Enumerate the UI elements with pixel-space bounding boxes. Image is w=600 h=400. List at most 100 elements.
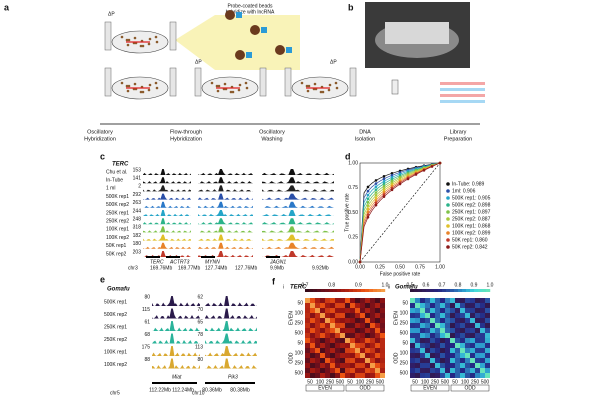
legend-entry: 250K rep2: 0.887 (452, 216, 491, 222)
heatmap-cell (335, 373, 340, 378)
bead (155, 40, 159, 44)
y-tick-label: 500 (295, 370, 304, 376)
heatmap-cell (480, 343, 485, 348)
heatmap-cell (315, 358, 320, 363)
gene-model (201, 256, 215, 258)
step-label: Preparation (444, 136, 472, 142)
heatmap-cell (350, 343, 355, 348)
gene-model (166, 256, 180, 258)
heatmap-cell (345, 323, 350, 328)
heatmap-cell (335, 323, 340, 328)
heatmap-cell (335, 313, 340, 318)
heatmap-cell (320, 343, 325, 348)
heatmap-cell (435, 373, 440, 378)
heatmap-cell (370, 358, 375, 363)
heatmap-cell (315, 368, 320, 373)
rna (286, 47, 292, 53)
heatmap-cell (340, 343, 345, 348)
bead (120, 81, 124, 85)
bead (313, 82, 317, 86)
coordinate: 112.24Mb (172, 387, 194, 393)
step-label: Library (450, 129, 467, 135)
heatmap-cell (380, 298, 385, 303)
track-scale: 68 (144, 332, 150, 338)
heatmap-cell (365, 368, 370, 373)
heatmap-cell (350, 303, 355, 308)
heatmap-cell (350, 363, 355, 368)
legend-swatch (446, 203, 450, 207)
heatmap-cell (470, 308, 475, 313)
heatmap-cell (480, 363, 485, 368)
heatmap-cell (330, 313, 335, 318)
heatmap-cell (365, 303, 370, 308)
heatmap-cell (460, 318, 465, 323)
heatmap-cell (425, 373, 430, 378)
roc-curve (359, 162, 441, 263)
y-tick-label: 250 (400, 360, 409, 366)
x-tick-label: 250 (431, 379, 440, 385)
heatmap-cell (370, 333, 375, 338)
heatmap-cell (455, 308, 460, 313)
colorbar-tick: 0.7 (302, 282, 309, 288)
heatmap-cell (375, 328, 380, 333)
heatmap-cell (375, 363, 380, 368)
heatmap-cell (410, 338, 415, 343)
y-tick-label: 100 (400, 350, 409, 356)
heatmap-cell (350, 323, 355, 328)
heatmap-cell (340, 333, 345, 338)
coverage-track (205, 333, 257, 344)
heatmap-cell (450, 333, 455, 338)
heatmap-cell (435, 358, 440, 363)
heatmap-cell (440, 363, 445, 368)
heatmap-cell (455, 358, 460, 363)
heatmap-cell (365, 373, 370, 378)
subpanel-index: i (283, 284, 284, 290)
y-tick-label: 250 (295, 360, 304, 366)
heatmap-cell (460, 358, 465, 363)
heatmap-cell (480, 373, 485, 378)
heatmap-cell (485, 313, 490, 318)
heatmap-cell (475, 338, 480, 343)
heatmap-cell (475, 363, 480, 368)
heatmap-cell (445, 348, 450, 353)
track-scale: 244 (133, 208, 142, 214)
coverage-track (205, 321, 257, 331)
heatmap-cell (380, 373, 385, 378)
colorbar (426, 289, 431, 292)
heatmap-cell (325, 348, 330, 353)
legend-entry: 500K rep1: 0.905 (452, 195, 491, 201)
x-tick-label: 500 (441, 379, 450, 385)
heatmap-cell (325, 363, 330, 368)
heatmap-cell (420, 373, 425, 378)
heatmap-cell (455, 353, 460, 358)
heatmap-cell (485, 343, 490, 348)
heatmap-cell (310, 298, 315, 303)
heatmap-cell (445, 353, 450, 358)
heatmap-cell (425, 338, 430, 343)
bead (141, 90, 145, 94)
heatmap-cell (465, 343, 470, 348)
heatmap-cell (325, 338, 330, 343)
heatmap-cell (460, 373, 465, 378)
coverage-track (143, 210, 191, 216)
heatmap-cell (440, 338, 445, 343)
bead (155, 86, 159, 90)
heatmap-cell (330, 328, 335, 333)
heatmap-cell (480, 358, 485, 363)
y-tick-label: 1.00 (348, 160, 358, 166)
roc-curve (359, 162, 441, 263)
coverage-track (143, 193, 191, 200)
legend-swatch (446, 224, 450, 228)
heatmap-cell (310, 363, 315, 368)
dna-tube (391, 79, 399, 95)
library-read (440, 88, 485, 91)
heatmap-cell (445, 313, 450, 318)
heatmap-cell (465, 368, 470, 373)
heatmap-cell (450, 328, 455, 333)
chromosome: chr10 (192, 390, 205, 396)
heatmap-cell (335, 363, 340, 368)
heatmap-cell (430, 323, 435, 328)
group-label: ODD (393, 352, 399, 364)
coverage-track (262, 210, 334, 216)
heatmap-cell (470, 368, 475, 373)
